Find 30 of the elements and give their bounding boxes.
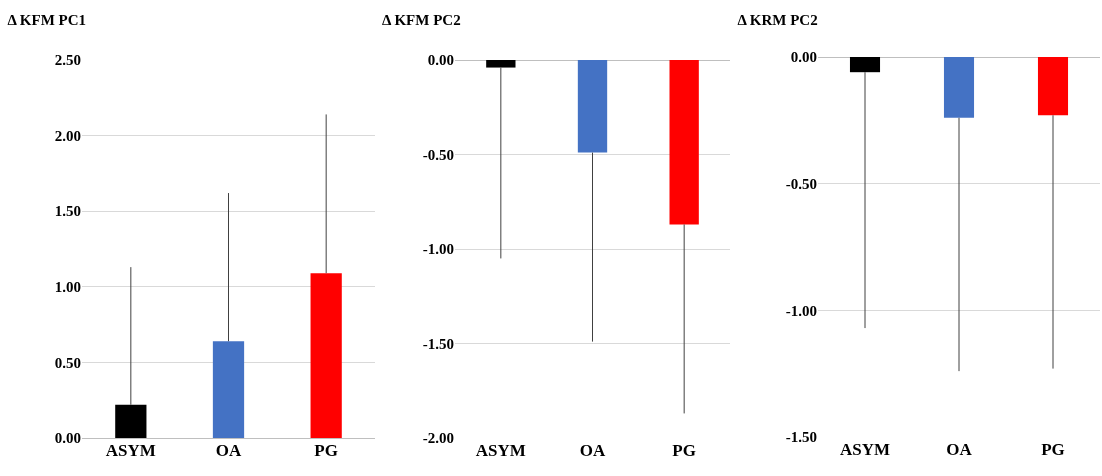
bar bbox=[310, 273, 342, 438]
chart-title: Δ KFM PC2 bbox=[382, 11, 461, 28]
y-tick-label: -0.50 bbox=[785, 175, 817, 192]
y-tick-label: 2.00 bbox=[54, 127, 81, 144]
y-tick-label: -2.00 bbox=[422, 430, 454, 447]
x-tick-label: OA bbox=[946, 440, 973, 459]
x-tick-label: PG bbox=[1041, 440, 1065, 459]
y-tick-label: 0.00 bbox=[427, 52, 454, 69]
y-tick-label: 1.50 bbox=[54, 203, 81, 220]
y-tick-label: 1.00 bbox=[54, 279, 81, 296]
x-tick-label: OA bbox=[215, 441, 242, 460]
bar bbox=[115, 404, 147, 438]
y-tick-label: -0.50 bbox=[422, 146, 454, 163]
y-tick-label: -1.00 bbox=[785, 302, 817, 319]
chart-title: Δ KFM PC1 bbox=[7, 11, 87, 28]
x-tick-label: PG bbox=[314, 441, 338, 460]
x-tick-label: OA bbox=[579, 441, 606, 460]
x-tick-label: ASYM bbox=[475, 441, 526, 460]
x-tick-label: ASYM bbox=[839, 440, 891, 459]
y-tick-label: 0.00 bbox=[790, 49, 817, 66]
x-tick-label: PG bbox=[672, 441, 696, 460]
chart-title: Δ KRM PC2 bbox=[737, 11, 818, 28]
y-tick-label: -1.00 bbox=[422, 241, 454, 258]
y-tick-label: 0.50 bbox=[54, 354, 81, 371]
y-tick-label: -1.50 bbox=[785, 429, 817, 446]
y-tick-label: -1.50 bbox=[422, 335, 454, 352]
y-tick-label: 0.00 bbox=[54, 430, 81, 447]
x-tick-label: ASYM bbox=[105, 441, 156, 460]
y-tick-label: 2.50 bbox=[54, 52, 81, 69]
bar bbox=[212, 341, 245, 438]
